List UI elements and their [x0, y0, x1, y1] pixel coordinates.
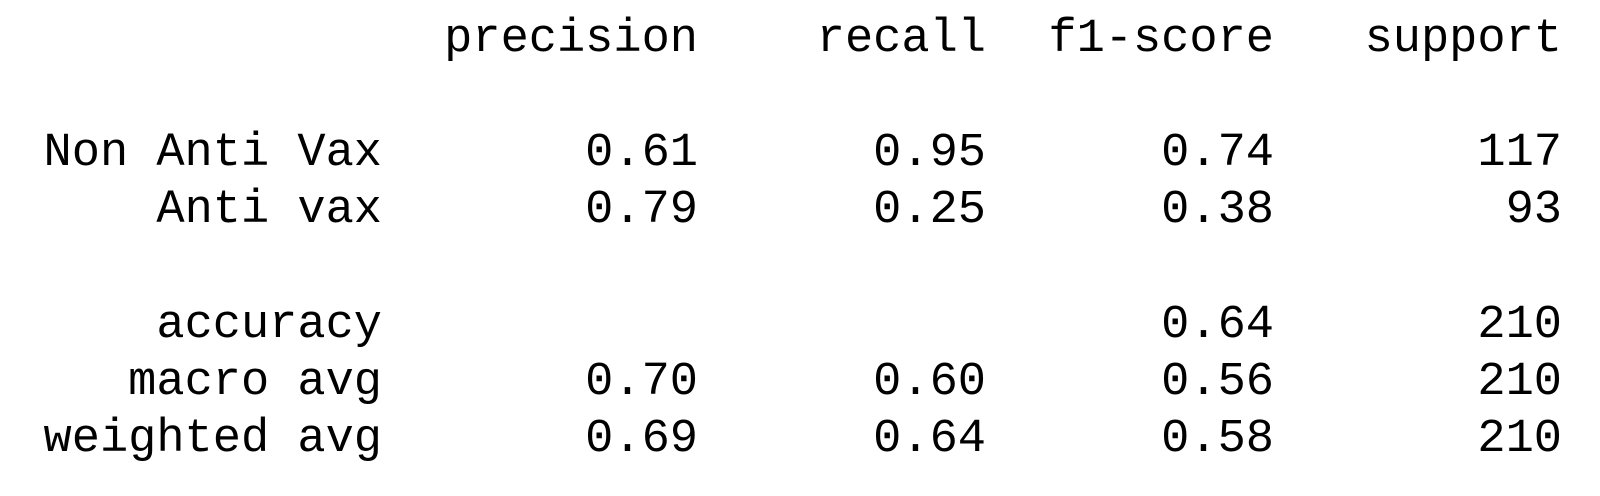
- f1-score-value: 0.58: [1161, 413, 1274, 466]
- f1-score-value: 0.38: [1161, 184, 1274, 237]
- support-value: 210: [1477, 356, 1562, 409]
- support-value: 210: [1477, 413, 1562, 466]
- f1-score-value: 0.56: [1161, 356, 1274, 409]
- recall-value: 0.95: [873, 127, 986, 180]
- support-value: 117: [1477, 127, 1562, 180]
- precision-value: 0.79: [585, 184, 698, 237]
- table-row-weighted-avg: weighted avg 0.69 0.64 0.58 210: [0, 412, 1600, 468]
- column-header-precision: precision: [444, 13, 698, 66]
- column-header-support: support: [1364, 13, 1562, 66]
- header-row: precision recall f1-score support: [0, 12, 1600, 68]
- row-label: Anti vax: [156, 184, 382, 237]
- row-label: macro avg: [128, 356, 382, 409]
- row-label: weighted avg: [43, 413, 382, 466]
- table-row-accuracy: accuracy 0.64 210: [0, 298, 1600, 354]
- recall-value: 0.64: [873, 413, 986, 466]
- column-header-recall: recall: [816, 13, 986, 66]
- recall-value: [700, 298, 986, 354]
- f1-score-value: 0.74: [1161, 127, 1274, 180]
- recall-value: 0.25: [873, 184, 986, 237]
- support-value: 93: [1505, 184, 1562, 237]
- row-label: accuracy: [156, 299, 382, 352]
- row-label: Non Anti Vax: [43, 127, 382, 180]
- table-row-macro-avg: macro avg 0.70 0.60 0.56 210: [0, 355, 1600, 411]
- precision-value: 0.61: [585, 127, 698, 180]
- precision-value: 0.69: [585, 413, 698, 466]
- precision-value: 0.70: [585, 356, 698, 409]
- support-value: 210: [1477, 299, 1562, 352]
- table-row-anti-vax: Anti vax 0.79 0.25 0.38 93: [0, 183, 1600, 239]
- precision-value: [400, 298, 698, 354]
- table-row-non-anti-vax: Non Anti Vax 0.61 0.95 0.74 117: [0, 126, 1600, 182]
- f1-score-value: 0.64: [1161, 299, 1274, 352]
- recall-value: 0.60: [873, 356, 986, 409]
- column-header-f1-score: f1-score: [1048, 13, 1274, 66]
